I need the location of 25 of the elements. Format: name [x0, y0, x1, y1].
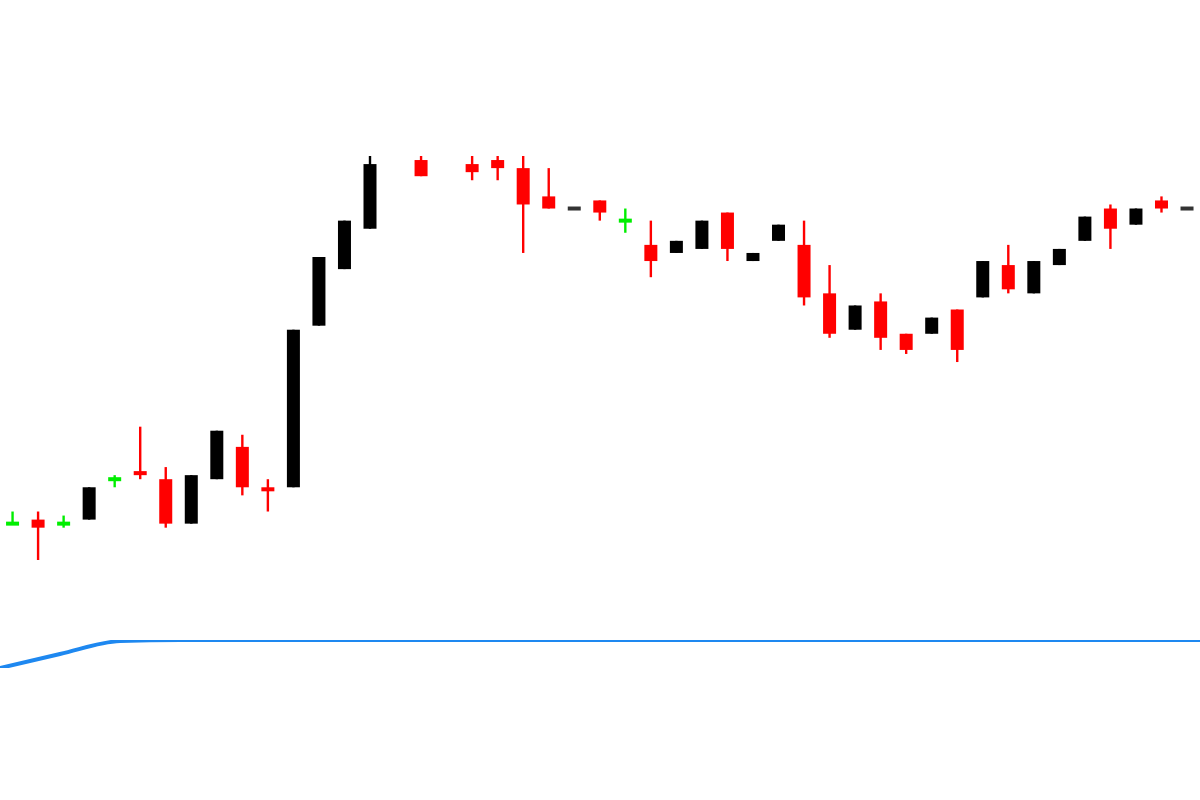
candlestick	[618, 207, 632, 234]
candlestick	[1027, 259, 1041, 295]
candlestick	[1078, 215, 1092, 243]
candlestick	[491, 156, 505, 182]
candlestick	[31, 510, 45, 560]
candlestick	[950, 308, 964, 364]
candlestick	[6, 510, 20, 526]
candlestick	[848, 304, 862, 331]
candlestick	[542, 166, 556, 210]
candlestick	[133, 425, 147, 481]
candlestick	[874, 292, 888, 352]
candlestick	[261, 478, 275, 513]
candlestick	[516, 156, 530, 255]
candlestick	[976, 259, 990, 299]
candlestick	[823, 263, 837, 339]
candlestick	[593, 199, 607, 222]
candlestick	[720, 211, 734, 263]
candlestick	[1103, 203, 1117, 251]
candlestick	[235, 433, 249, 497]
candlestick	[695, 219, 709, 251]
candlestick	[1001, 243, 1015, 295]
candlestick	[159, 465, 173, 529]
candlestick	[465, 156, 479, 182]
candlestick	[82, 486, 96, 521]
candlestick	[644, 219, 658, 279]
